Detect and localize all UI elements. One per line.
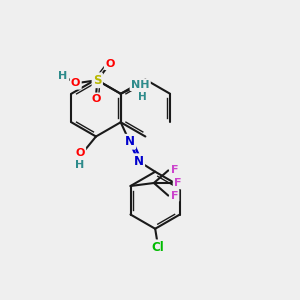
Text: O: O [105,59,115,69]
Text: S: S [93,74,101,87]
Text: N: N [125,135,135,148]
Text: Cl: Cl [152,241,165,254]
Text: F: F [170,190,178,201]
Text: H: H [76,160,85,170]
Text: H: H [138,92,147,102]
Text: O: O [91,94,101,104]
Text: O: O [75,148,85,158]
Text: H: H [58,71,68,81]
Text: F: F [174,178,182,188]
Text: F: F [170,165,178,176]
Text: O: O [71,78,80,88]
Text: N: N [134,155,144,168]
Text: NH: NH [131,80,149,90]
